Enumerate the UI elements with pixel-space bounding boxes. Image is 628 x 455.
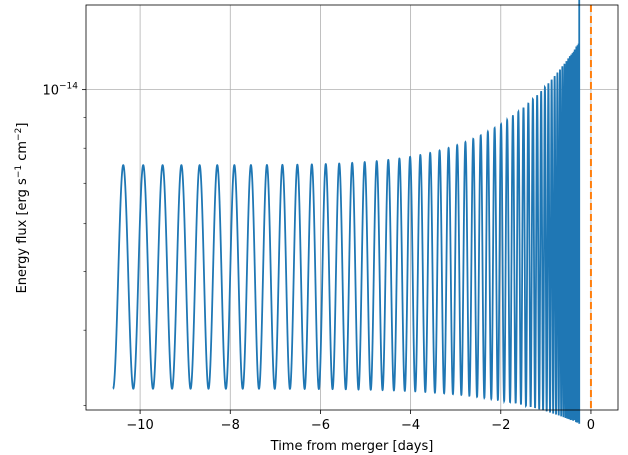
x-axis-label: Time from merger [days]	[270, 439, 434, 454]
y-axis-label: Energy flux [erg s−1 cm−2]	[14, 123, 30, 294]
y-label-mid: cm	[15, 141, 30, 165]
flux-series-line	[112, 0, 581, 424]
y-label-sup1: −1	[14, 165, 24, 178]
x-tick-label: −4	[401, 418, 420, 433]
plot-frame	[85, 4, 619, 411]
x-tick-label: −6	[311, 418, 330, 433]
y-ticks: 10−14	[42, 82, 86, 99]
x-tick-label: 0	[587, 418, 595, 433]
x-tick-label: −2	[491, 418, 510, 433]
y-tick-label: 10−14	[42, 82, 78, 99]
y-label-main: Energy flux [erg s	[15, 178, 30, 293]
y-label-end: ]	[15, 123, 30, 128]
y-minor-ticks	[83, 116, 86, 406]
x-tick-label: −8	[221, 418, 240, 433]
x-tick-label: −10	[126, 418, 153, 433]
x-ticks: −10 −8 −6 −4 −2 0	[126, 410, 595, 433]
y-label-sup2: −2	[14, 128, 24, 141]
